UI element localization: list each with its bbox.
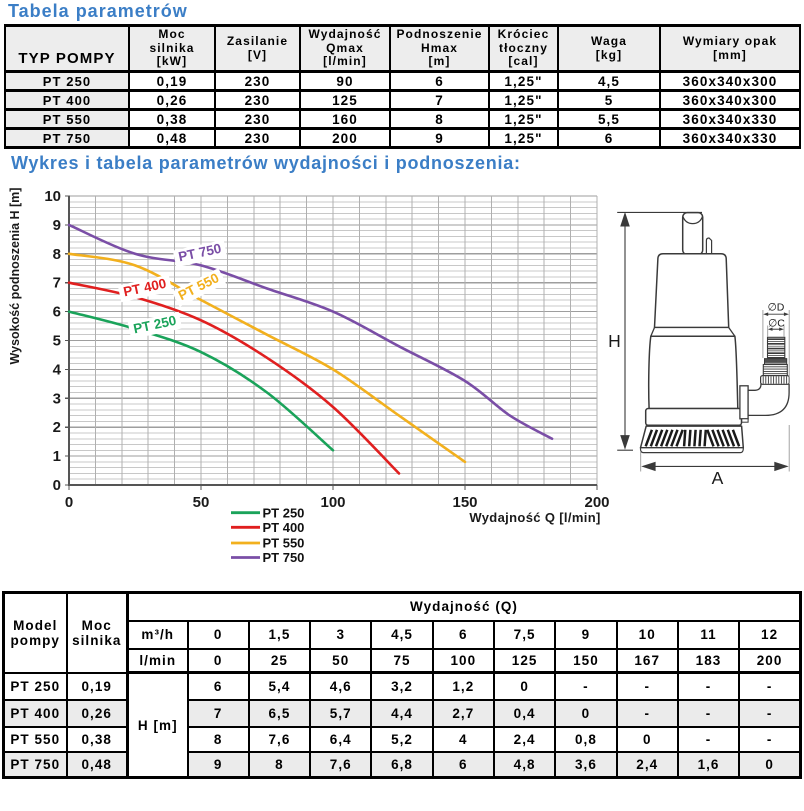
svg-text:6: 6 [53,304,61,321]
svg-text:Wydajność Q [l/min]: Wydajność Q [l/min] [469,510,600,525]
svg-text:H: H [608,331,621,351]
svg-text:2: 2 [53,419,61,436]
svg-text:∅C: ∅C [768,318,785,330]
svg-text:10: 10 [44,188,61,205]
svg-text:A: A [712,468,724,488]
svg-text:8: 8 [53,246,61,263]
svg-text:5: 5 [53,333,61,350]
svg-text:200: 200 [584,494,609,511]
svg-text:50: 50 [193,494,210,511]
svg-text:3: 3 [53,390,61,407]
svg-text:Wysokość podnoszenia H [m]: Wysokość podnoszenia H [m] [8,188,22,365]
svg-text:PT 400: PT 400 [263,520,305,535]
svg-text:PT 250: PT 250 [263,505,305,520]
svg-text:150: 150 [452,494,477,511]
svg-text:1: 1 [53,448,61,465]
svg-text:7: 7 [53,275,61,292]
svg-text:9: 9 [53,217,61,234]
svg-text:4: 4 [53,361,62,378]
svg-text:0: 0 [65,494,73,511]
svg-text:∅D: ∅D [768,302,785,314]
svg-text:PT 550: PT 550 [263,536,305,551]
svg-text:0: 0 [53,477,61,494]
svg-text:100: 100 [320,494,345,511]
svg-text:PT 750: PT 750 [263,550,305,565]
